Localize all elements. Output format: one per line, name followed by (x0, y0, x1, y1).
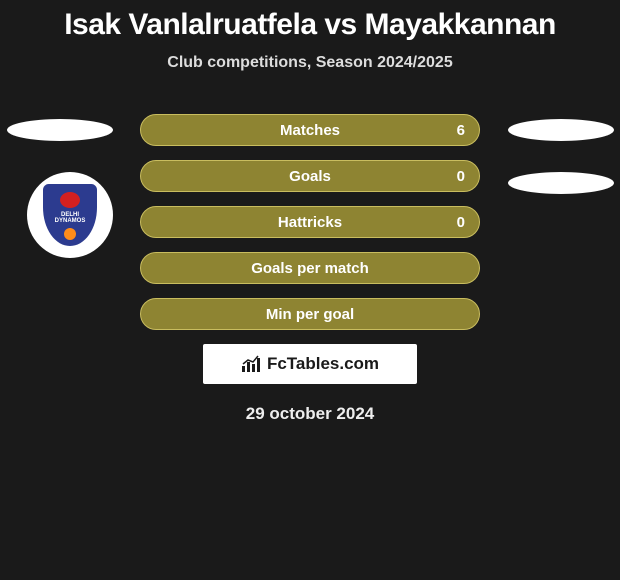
date-label: 29 october 2024 (0, 404, 620, 424)
comparison-card: Isak Vanlalruatfela vs Mayakkannan Club … (0, 0, 620, 424)
branding-badge: FcTables.com (203, 344, 417, 384)
stat-value: 6 (457, 122, 465, 139)
stat-rows: Matches 6 Goals 0 Hattricks 0 Goals per … (140, 114, 480, 330)
stat-row-matches: Matches 6 (140, 114, 480, 146)
stat-value: 0 (457, 214, 465, 231)
stat-label: Matches (280, 122, 340, 139)
stat-value: 0 (457, 168, 465, 185)
club-dot-icon (64, 228, 76, 240)
stats-area: DELHI DYNAMOS Matches 6 Goals 0 Hattrick… (0, 114, 620, 424)
stat-label: Min per goal (266, 306, 354, 323)
stat-label: Goals (289, 168, 331, 185)
club-name: DELHI DYNAMOS (55, 212, 86, 224)
stat-row-goals-per-match: Goals per match (140, 252, 480, 284)
player1-placeholder-icon (7, 119, 113, 141)
page-title: Isak Vanlalruatfela vs Mayakkannan (0, 8, 620, 42)
club-badge: DELHI DYNAMOS (27, 172, 113, 258)
stat-row-hattricks: Hattricks 0 (140, 206, 480, 238)
bar-chart-icon (241, 355, 263, 373)
stat-row-goals: Goals 0 (140, 160, 480, 192)
subtitle: Club competitions, Season 2024/2025 (0, 54, 620, 72)
stat-row-min-per-goal: Min per goal (140, 298, 480, 330)
player2-placeholder-icon (508, 172, 614, 194)
stat-label: Goals per match (251, 260, 369, 277)
branding-text: FcTables.com (267, 354, 379, 374)
stat-label: Hattricks (278, 214, 342, 231)
club-shield-icon: DELHI DYNAMOS (43, 184, 97, 246)
club-name-line2: DYNAMOS (55, 218, 86, 224)
player2-placeholder-icon (508, 119, 614, 141)
